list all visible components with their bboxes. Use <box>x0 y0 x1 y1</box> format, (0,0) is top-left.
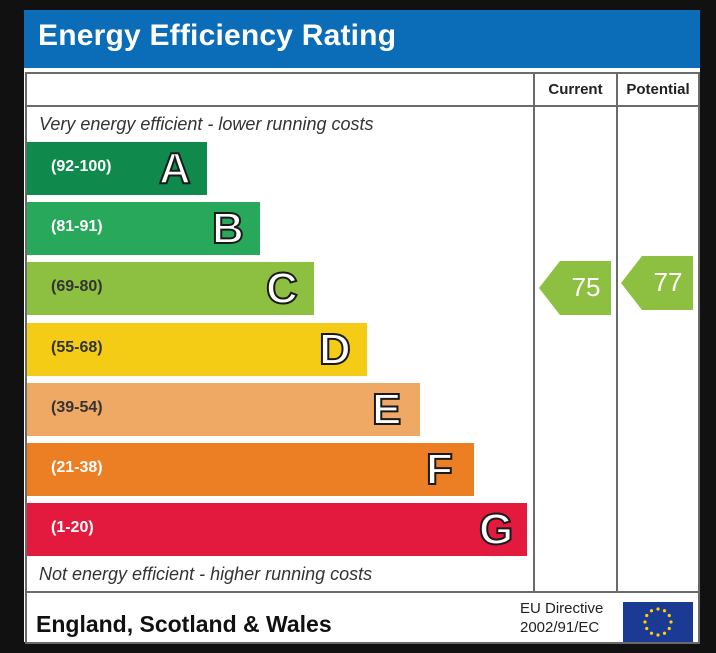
bottom-note: Not energy efficient - higher running co… <box>39 564 373 584</box>
band-range-label: (55-68) <box>51 339 103 356</box>
band-f: (21-38) F <box>27 443 474 496</box>
band-letter-label: A <box>158 143 192 194</box>
potential-arrow-shape <box>621 256 693 310</box>
eu-directive-line1: EU Directive <box>520 600 604 617</box>
band-d: (55-68) D <box>27 323 367 376</box>
region-label: England, Scotland & Wales <box>36 611 332 637</box>
footer-divider <box>27 591 698 593</box>
band-c: (69-80) C <box>27 262 314 315</box>
header-divider <box>27 105 698 107</box>
band-letter-label: G <box>478 504 514 555</box>
band-g: (1-20) G <box>27 503 527 556</box>
band-letter-label: D <box>318 324 352 375</box>
current-rating-value: 75 <box>571 272 601 302</box>
current-arrow-shape <box>539 261 611 315</box>
band-range-label: (39-54) <box>51 399 103 416</box>
potential-column-divider <box>616 74 618 593</box>
band-letter-label: C <box>265 263 299 314</box>
potential-column-header: Potential <box>626 81 690 98</box>
band-e: (39-54) E <box>27 383 420 436</box>
current-rating-arrow: 75 <box>539 261 611 315</box>
eu-directive-line2: 2002/91/EC <box>520 619 600 636</box>
band-range-label: (81-91) <box>51 218 103 235</box>
rating-frame: Current Potential Very energy efficient … <box>25 72 700 644</box>
band-range-label: (1-20) <box>51 519 94 536</box>
band-range-label: (21-38) <box>51 459 103 476</box>
chart-title: Energy Efficiency Rating <box>38 19 397 52</box>
top-note: Very energy efficient - lower running co… <box>39 114 374 134</box>
current-column-divider <box>533 74 535 593</box>
band-b: (81-91) B <box>27 202 260 255</box>
current-column-header: Current <box>548 81 603 98</box>
title-bar: Energy Efficiency Rating <box>24 10 700 68</box>
band-letter-label: F <box>425 444 454 495</box>
band-letter-label: E <box>371 384 402 435</box>
potential-rating-value: 77 <box>653 267 683 297</box>
eu-directive: EU Directive 2002/91/EC <box>520 599 603 637</box>
potential-rating-arrow: 77 <box>621 256 693 310</box>
epc-chart: Energy Efficiency Rating Current Potenti… <box>24 10 700 644</box>
band-letter-label: B <box>211 203 245 254</box>
band-range-label: (69-80) <box>51 278 103 295</box>
band-range-label: (92-100) <box>51 158 112 175</box>
band-a: (92-100) A <box>27 142 207 195</box>
eu-flag-icon <box>623 602 693 642</box>
